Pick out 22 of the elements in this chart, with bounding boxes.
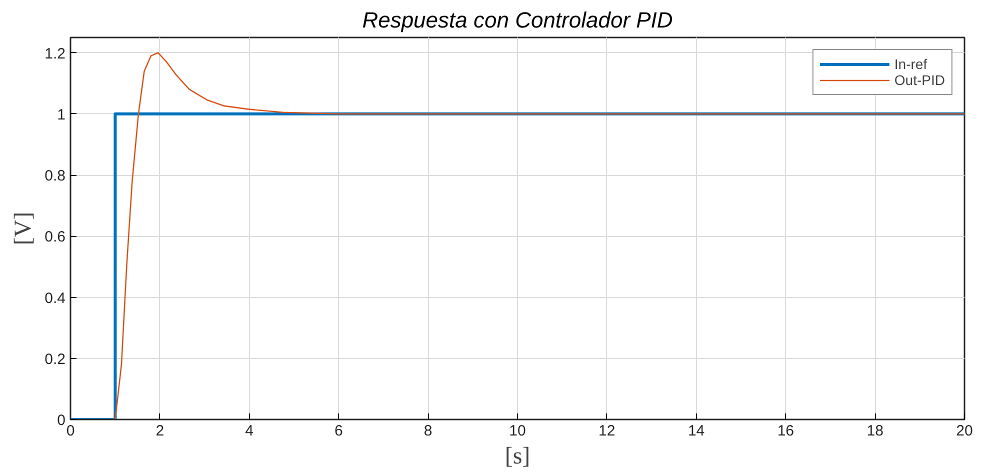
x-tick-label: 14	[688, 422, 705, 440]
x-tick-label: 2	[156, 422, 164, 440]
legend-label: In-ref	[894, 56, 928, 72]
legend-label: Out-PID	[894, 72, 945, 88]
x-tick-label: 4	[245, 422, 254, 440]
y-tick-label: 0.2	[44, 350, 66, 368]
x-tick-label: 16	[777, 422, 794, 440]
y-tick-label: 0.6	[44, 228, 66, 246]
chart-title: Respuesta con Controlador PID	[362, 8, 673, 32]
x-axis-title: [s]	[504, 444, 530, 470]
y-tick-label: 1.2	[44, 45, 66, 62]
y-tick-label: 1	[57, 106, 66, 124]
y-axis-title: [V]	[10, 212, 37, 246]
y-tick-label: 0.8	[44, 168, 66, 185]
x-tick-label: 8	[424, 422, 432, 440]
x-tick-label: 10	[509, 422, 526, 440]
x-tick-label: 6	[334, 422, 343, 440]
x-tick-label: 18	[866, 422, 884, 440]
y-tick-label: 0	[57, 412, 66, 429]
x-tick-label: 20	[956, 422, 973, 440]
y-tick-label: 0.4	[44, 290, 66, 307]
x-tick-label: 12	[598, 422, 616, 440]
